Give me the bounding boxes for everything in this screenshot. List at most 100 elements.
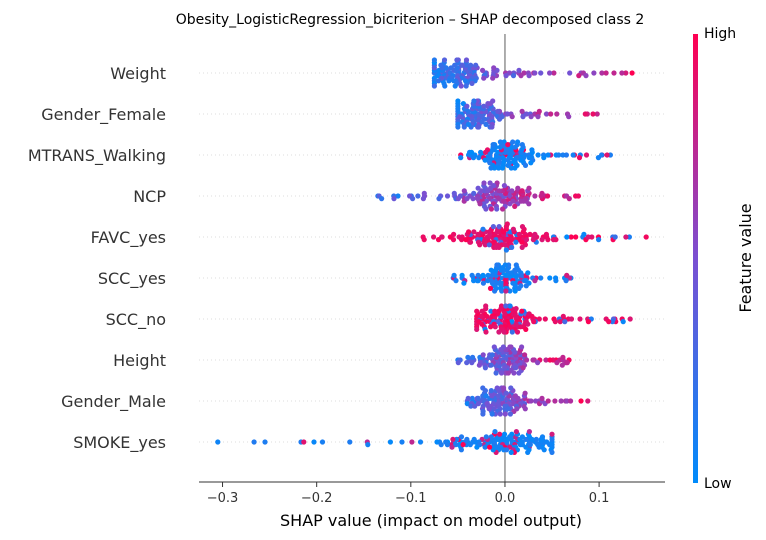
shap-point xyxy=(431,57,437,63)
shap-point xyxy=(512,393,519,399)
shap-point xyxy=(503,247,509,253)
shap-point xyxy=(589,234,595,240)
shap-point xyxy=(591,70,597,76)
shap-point xyxy=(449,444,455,450)
shap-point xyxy=(519,147,525,153)
shap-point xyxy=(463,83,469,89)
shap-point xyxy=(471,436,477,442)
shap-point xyxy=(466,229,472,235)
shap-point xyxy=(522,352,528,358)
shap-point xyxy=(627,316,633,322)
shap-point xyxy=(458,434,465,440)
shap-point xyxy=(461,124,467,130)
shap-point xyxy=(453,278,459,284)
shap-point xyxy=(553,278,559,284)
shap-point xyxy=(474,444,480,450)
shap-point xyxy=(475,196,481,202)
shap-point xyxy=(474,278,480,284)
shap-point xyxy=(471,98,477,104)
shap-point xyxy=(564,234,570,240)
shap-point xyxy=(491,65,497,71)
shap-point xyxy=(458,83,464,89)
shap-point xyxy=(510,73,517,79)
colorbar-low-label: Low xyxy=(704,476,732,492)
shap-point xyxy=(542,316,548,322)
shap-point xyxy=(512,288,518,294)
shap-point xyxy=(311,439,317,445)
shap-point xyxy=(483,393,489,399)
shap-point xyxy=(488,388,494,394)
shap-point xyxy=(465,354,471,360)
shap-point xyxy=(499,165,506,171)
shap-point xyxy=(590,111,596,117)
shap-point xyxy=(387,439,393,445)
shap-point xyxy=(493,370,499,376)
shap-point xyxy=(513,365,519,371)
shap-point xyxy=(434,439,440,445)
data-points xyxy=(215,57,649,455)
shap-point xyxy=(493,244,499,250)
shap-point xyxy=(516,285,522,291)
shap-point xyxy=(478,313,484,319)
shap-point xyxy=(454,436,460,442)
shap-point xyxy=(492,429,498,435)
shap-point xyxy=(512,165,518,171)
shap-point xyxy=(570,152,576,158)
shap-point xyxy=(566,196,572,202)
shap-point xyxy=(623,70,629,76)
shap-point xyxy=(532,193,538,199)
shap-point xyxy=(508,385,514,391)
shap-point xyxy=(533,436,539,442)
shap-point xyxy=(547,275,553,281)
shap-point xyxy=(462,78,469,84)
shap-point xyxy=(513,262,519,268)
shap-point xyxy=(515,267,522,273)
shap-point xyxy=(585,319,592,325)
shap-point xyxy=(507,411,513,417)
shap-point xyxy=(450,237,457,243)
shap-point xyxy=(475,185,481,191)
shap-point xyxy=(504,111,510,117)
shap-point xyxy=(529,147,535,153)
x-axis-ticks: −0.3 −0.2 −0.1 0.0 0.1 xyxy=(207,482,609,506)
shap-point xyxy=(523,237,530,243)
shap-point xyxy=(459,237,465,243)
shap-point xyxy=(485,188,491,194)
feature-label: SCC_no xyxy=(106,310,166,330)
shap-point xyxy=(503,272,509,278)
shap-point xyxy=(515,139,521,145)
shap-point xyxy=(490,75,496,81)
shap-point xyxy=(421,190,427,196)
shap-point xyxy=(495,108,501,114)
shap-point xyxy=(501,329,507,335)
feature-label: NCP xyxy=(133,187,166,206)
shap-point xyxy=(517,436,523,442)
shap-point xyxy=(557,319,563,325)
shap-point xyxy=(251,439,257,445)
feature-label: Height xyxy=(113,351,166,370)
shap-point xyxy=(494,262,500,268)
shap-point xyxy=(465,121,471,127)
shap-point xyxy=(471,278,477,284)
shap-point xyxy=(505,162,511,168)
shap-point xyxy=(518,157,524,163)
shap-point xyxy=(497,431,503,437)
shap-point xyxy=(501,431,508,437)
shap-point xyxy=(475,231,481,237)
shap-point xyxy=(454,57,460,63)
shap-point xyxy=(464,196,470,202)
shap-point xyxy=(409,439,415,445)
shap-point xyxy=(500,206,506,212)
shap-point xyxy=(501,385,507,391)
x-tick-label: −0.1 xyxy=(395,491,427,506)
shap-point xyxy=(470,354,476,360)
shap-point xyxy=(535,114,541,120)
shap-point xyxy=(468,149,475,155)
shap-point xyxy=(480,226,486,232)
shap-point xyxy=(441,57,448,63)
shap-point xyxy=(485,272,491,278)
shap-point xyxy=(475,124,481,130)
shap-point xyxy=(513,239,519,245)
shap-point xyxy=(509,114,515,120)
shap-point xyxy=(464,360,470,366)
